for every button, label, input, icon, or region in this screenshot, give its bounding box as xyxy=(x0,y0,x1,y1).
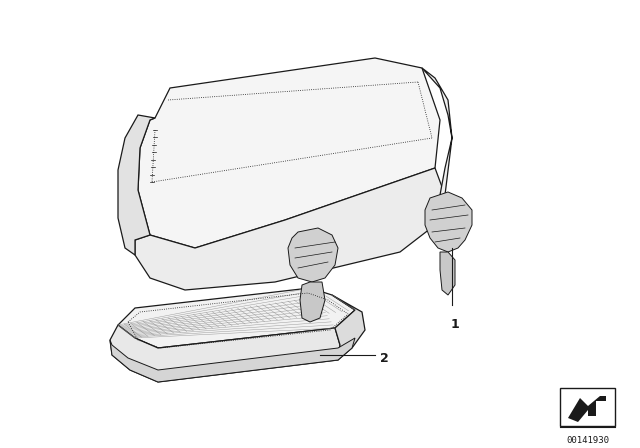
Text: 00141930: 00141930 xyxy=(566,436,609,445)
Polygon shape xyxy=(568,396,606,422)
Polygon shape xyxy=(422,68,452,225)
Polygon shape xyxy=(300,282,325,322)
Text: 2: 2 xyxy=(380,352,388,365)
Polygon shape xyxy=(425,192,472,252)
Polygon shape xyxy=(110,338,355,382)
Polygon shape xyxy=(110,325,340,382)
Polygon shape xyxy=(118,288,355,348)
Polygon shape xyxy=(118,115,155,255)
Polygon shape xyxy=(332,295,365,360)
Text: 1: 1 xyxy=(451,318,460,331)
Bar xyxy=(560,388,615,426)
Polygon shape xyxy=(135,168,445,290)
Polygon shape xyxy=(138,58,440,248)
Polygon shape xyxy=(440,252,455,295)
Polygon shape xyxy=(288,228,338,282)
